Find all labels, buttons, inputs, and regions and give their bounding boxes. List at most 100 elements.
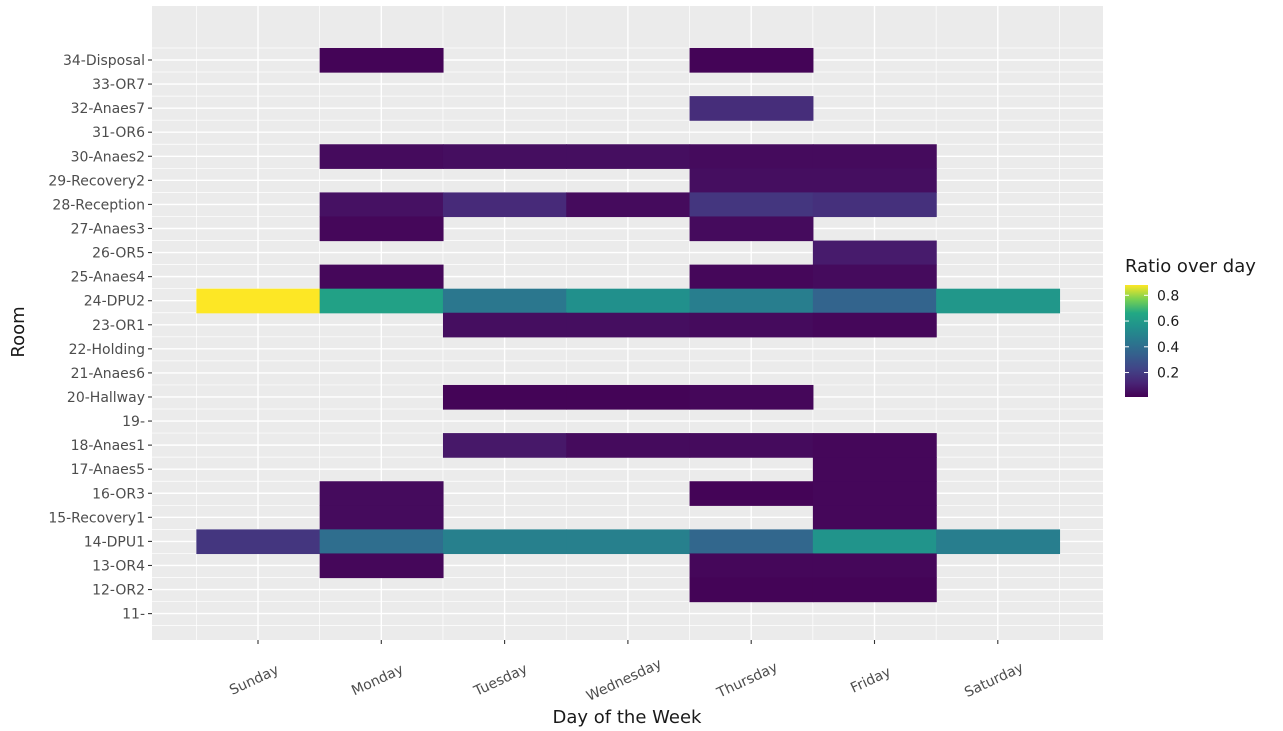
tile-17-anaes5-friday — [812, 457, 937, 482]
tile-32-anaes7-thursday — [689, 96, 814, 121]
tile-34-disposal-monday — [319, 47, 444, 73]
y-axis-ticks: 11- 12-OR2 13-OR4 14-DPU1 15-Recovery1 16-OR3… — [48, 53, 152, 623]
y-tick-22-holding: 22-Holding — [69, 342, 145, 358]
y-tick-19: 19- — [122, 414, 145, 430]
y-tick-23-or1: 23-OR1 — [92, 318, 145, 334]
tile-25-anaes4-friday — [812, 264, 937, 290]
tile-14-dpu1-wednesday — [566, 529, 691, 555]
tile-23-or1-wednesday — [566, 312, 691, 338]
tile-34-disposal-thursday — [689, 47, 814, 73]
tile-24-dpu2-wednesday — [566, 288, 691, 314]
x-tick-tuesday: Tuesday — [471, 661, 530, 700]
tile-23-or1-thursday — [689, 312, 814, 338]
y-tick-24-dpu2: 24-DPU2 — [84, 294, 145, 310]
y-tick-15-recovery1: 15-Recovery1 — [48, 510, 145, 526]
tile-29-recovery2-friday — [812, 168, 937, 193]
y-tick-11: 11- — [122, 607, 145, 623]
tile-29-recovery2-thursday — [689, 168, 814, 193]
tile-27-anaes3-monday — [319, 216, 444, 242]
tile-24-dpu2-monday — [319, 288, 444, 314]
tile-13-or4-thursday — [689, 553, 814, 579]
tile-30-anaes2-monday — [319, 144, 444, 169]
x-tick-sunday: Sunday — [227, 662, 281, 699]
tile-18-anaes1-tuesday — [442, 433, 567, 458]
tile-16-or3-friday — [812, 481, 937, 506]
y-tick-29-recovery2: 29-Recovery2 — [48, 173, 145, 189]
tile-30-anaes2-tuesday — [442, 144, 567, 169]
tile-20-hallway-wednesday — [566, 384, 691, 410]
color-legend: Ratio over day 0.2 0.4 0.6 0.8 — [1125, 256, 1256, 397]
tile-18-anaes1-friday — [812, 433, 937, 458]
tile-13-or4-friday — [812, 553, 937, 579]
y-tick-14-dpu1: 14-DPU1 — [84, 534, 145, 550]
tile-24-dpu2-thursday — [689, 288, 814, 314]
y-tick-20-hallway: 20-Hallway — [67, 390, 145, 406]
y-tick-16-or3: 16-OR3 — [92, 486, 145, 502]
y-tick-30-anaes2: 30-Anaes2 — [71, 149, 145, 165]
y-tick-17-anaes5: 17-Anaes5 — [71, 462, 145, 478]
tile-18-anaes1-wednesday — [566, 433, 691, 458]
tile-14-dpu1-thursday — [689, 529, 814, 555]
tile-30-anaes2-thursday — [689, 144, 814, 169]
tile-14-dpu1-monday — [319, 529, 444, 555]
tile-28-reception-tuesday — [442, 192, 567, 218]
tile-24-dpu2-saturday — [936, 288, 1061, 314]
y-tick-33-or7: 33-OR7 — [92, 77, 145, 93]
tile-13-or4-monday — [319, 553, 444, 579]
tile-25-anaes4-thursday — [689, 264, 814, 290]
y-tick-31-or6: 31-OR6 — [92, 125, 145, 141]
tile-24-dpu2-sunday — [196, 288, 321, 314]
tile-14-dpu1-tuesday — [442, 529, 567, 555]
legend-colorbar — [1125, 285, 1148, 397]
tile-16-or3-monday — [319, 481, 444, 506]
x-axis-ticks: Sunday Monday Tuesday Wednesday Thursday Frid… — [227, 640, 1026, 705]
legend-ticks: 0.2 0.4 0.6 0.8 — [1125, 288, 1179, 382]
tile-28-reception-monday — [319, 192, 444, 218]
tile-23-or1-friday — [812, 312, 937, 338]
tile-15-recovery1-monday — [319, 505, 444, 530]
y-tick-21-anaes6: 21-Anaes6 — [71, 366, 145, 382]
tile-24-dpu2-friday — [812, 288, 937, 314]
x-tick-friday: Friday — [848, 664, 893, 696]
y-tick-28-reception: 28-Reception — [52, 197, 145, 213]
legend-label-0-6: 0.6 — [1157, 314, 1179, 330]
y-tick-18-anaes1: 18-Anaes1 — [71, 438, 145, 454]
x-tick-monday: Monday — [349, 661, 406, 699]
tile-27-anaes3-thursday — [689, 216, 814, 242]
tile-15-recovery1-friday — [812, 505, 937, 530]
tile-12-or2-friday — [812, 577, 937, 603]
y-tick-27-anaes3: 27-Anaes3 — [71, 221, 145, 237]
tile-12-or2-thursday — [689, 577, 814, 603]
y-tick-34-disposal: 34-Disposal — [63, 53, 145, 69]
tile-25-anaes4-monday — [319, 264, 444, 290]
x-axis-title: Day of the Week — [553, 707, 702, 728]
tile-30-anaes2-wednesday — [566, 144, 691, 169]
legend-label-0-4: 0.4 — [1157, 340, 1179, 356]
tile-16-or3-thursday — [689, 481, 814, 506]
y-tick-32-anaes7: 32-Anaes7 — [71, 101, 145, 117]
tile-28-reception-friday — [812, 192, 937, 218]
y-tick-25-anaes4: 25-Anaes4 — [71, 270, 145, 286]
tile-28-reception-thursday — [689, 192, 814, 218]
y-axis-title: Room — [8, 306, 29, 357]
legend-label-0-2: 0.2 — [1157, 366, 1179, 382]
tile-14-dpu1-saturday — [936, 529, 1061, 555]
tile-30-anaes2-friday — [812, 144, 937, 169]
legend-title: Ratio over day — [1125, 256, 1256, 277]
x-tick-thursday: Thursday — [714, 659, 781, 701]
tile-23-or1-tuesday — [442, 312, 567, 338]
tile-20-hallway-thursday — [689, 384, 814, 410]
x-tick-wednesday: Wednesday — [584, 656, 664, 705]
legend-label-0-8: 0.8 — [1157, 288, 1179, 304]
tile-14-dpu1-sunday — [196, 529, 321, 555]
y-tick-26-or5: 26-OR5 — [92, 246, 145, 262]
x-tick-saturday: Saturday — [962, 660, 1026, 701]
tile-14-dpu1-friday — [812, 529, 937, 555]
tile-20-hallway-tuesday — [442, 384, 567, 410]
tile-24-dpu2-tuesday — [442, 288, 567, 314]
tile-26-or5-friday — [812, 240, 937, 266]
y-tick-13-or4: 13-OR4 — [92, 558, 145, 574]
tile-18-anaes1-thursday — [689, 433, 814, 458]
tile-28-reception-wednesday — [566, 192, 691, 218]
